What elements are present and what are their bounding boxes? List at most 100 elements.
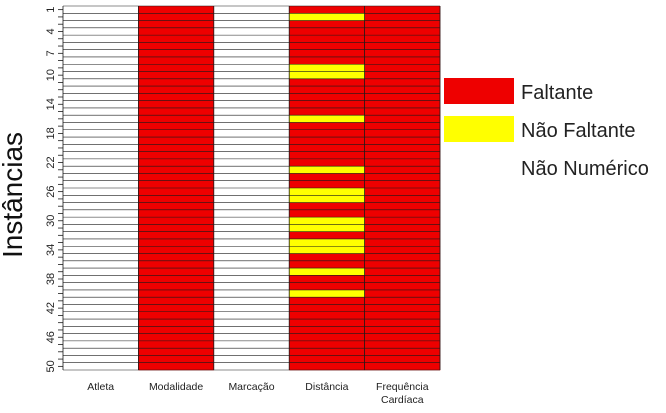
heatmap-cell [289,297,365,305]
heatmap-cell [289,78,365,87]
heatmap-cell [364,56,441,65]
heatmap-cell [364,209,441,218]
heatmap-cell [289,35,365,43]
heatmap-cell [138,166,215,174]
heatmap-cell [364,224,441,232]
heatmap-cell [138,173,215,182]
heatmap-cell [138,348,215,356]
heatmap-cell [289,202,365,211]
heatmap-cell [63,195,139,203]
row-tick-label: 18 [45,127,57,139]
heatmap-cell [138,231,215,240]
heatmap-cell [364,71,441,80]
heatmap-cell [138,238,215,247]
heatmap-cell [364,217,441,225]
heatmap-cell [364,27,441,36]
heatmap-cell [289,195,365,203]
heatmap-cell [289,180,365,189]
heatmap-cell [138,64,215,72]
heatmap-cell [364,362,441,371]
heatmap-cell [138,86,215,94]
heatmap-cell [364,202,441,211]
row-tick-label: 14 [45,98,57,110]
heatmap-cell [289,122,365,131]
heatmap-cell [213,231,290,240]
heatmap-cell [364,42,441,50]
heatmap-cell [289,326,365,334]
row-tick-label: 7 [45,50,57,56]
heatmap-cell [364,326,441,334]
heatmap-cell [213,304,290,313]
heatmap-cell [63,42,139,50]
legend-swatch [444,78,514,104]
heatmap-cell [63,246,139,254]
heatmap-cell [63,35,139,43]
heatmap-cell [63,202,139,211]
heatmap-cell [289,166,365,174]
heatmap-cell [213,362,290,371]
heatmap-cell [138,224,215,232]
heatmap-cell [213,144,290,152]
heatmap-cell [364,49,441,58]
heatmap-cell [289,209,365,218]
heatmap-cell [289,115,365,123]
heatmap-cell [289,158,365,167]
heatmap-cell [213,180,290,189]
heatmap-cell [63,166,139,174]
heatmap-cell [138,326,215,334]
heatmap-cell [63,129,139,138]
heatmap-cell [138,362,215,371]
heatmap-cell [213,115,290,123]
heatmap-cell [364,20,441,29]
heatmap-cell [213,188,290,196]
heatmap-cell [63,209,139,218]
heatmap-cell [213,268,290,276]
heatmap-cell [138,129,215,138]
heatmap-cell [213,122,290,131]
heatmap-cell [289,217,365,225]
heatmap-cell [63,253,139,262]
heatmap-cell [364,78,441,87]
heatmap-cell [364,333,441,342]
heatmap-cell [213,35,290,43]
heatmap-cell [289,107,365,116]
heatmap-cell [289,49,365,58]
row-tick-label: 26 [45,186,57,198]
heatmap-cell [138,217,215,225]
heatmap-cell [364,115,441,123]
heatmap-cell [138,137,215,145]
heatmap-cell [213,166,290,174]
heatmap-cell [213,209,290,218]
heatmap-cell [138,151,215,160]
heatmap-cell [213,71,290,80]
heatmap-cell [63,304,139,313]
heatmap-cell [289,304,365,313]
heatmap-cell [289,275,365,283]
heatmap-cell [213,64,290,72]
heatmap-cell [213,6,290,14]
heatmap-cell [213,42,290,50]
heatmap-cell [138,319,215,327]
heatmap-cell [364,340,441,349]
heatmap-cell [138,27,215,36]
heatmap-cell [289,151,365,160]
heatmap-cell [213,275,290,283]
heatmap-cell [63,158,139,167]
heatmap-cell [63,311,139,320]
heatmap-cell [289,348,365,356]
heatmap-cell [289,355,365,364]
heatmap-cell [138,71,215,80]
heatmap-cell [63,71,139,80]
heatmap-cell [63,188,139,196]
heatmap-cell [63,224,139,232]
heatmap-cell [289,224,365,232]
row-tick-label: 42 [45,302,57,314]
heatmap-cell [364,268,441,276]
heatmap-cell [63,275,139,283]
heatmap-cell [63,297,139,305]
heatmap-gridlines [62,5,441,371]
heatmap-cell [213,151,290,160]
y-axis-label: Instâncias [0,132,28,258]
heatmap-cell [364,289,441,298]
